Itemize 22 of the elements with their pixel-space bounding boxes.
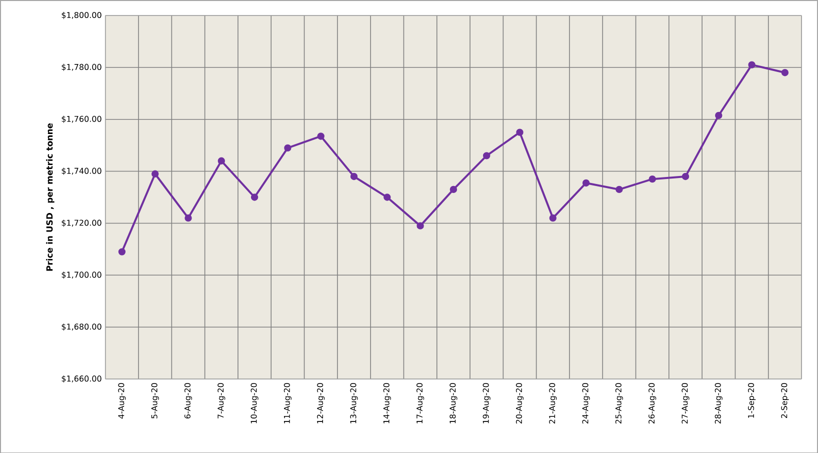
point xyxy=(416,222,424,230)
point xyxy=(748,60,756,68)
point xyxy=(350,172,358,180)
point xyxy=(284,144,292,152)
y-axis-title: Price in USD , per metric tonne xyxy=(46,123,54,271)
point xyxy=(483,152,490,160)
point xyxy=(118,248,126,256)
point xyxy=(616,186,623,193)
point xyxy=(152,170,159,178)
point xyxy=(184,214,192,222)
point xyxy=(549,214,556,222)
point xyxy=(516,128,524,136)
point xyxy=(582,179,590,186)
point xyxy=(715,112,722,119)
point xyxy=(682,172,690,180)
point xyxy=(781,68,789,76)
point xyxy=(384,193,391,201)
point xyxy=(317,132,324,140)
point xyxy=(648,175,656,182)
point xyxy=(450,186,458,193)
point xyxy=(218,157,225,164)
point xyxy=(250,193,258,201)
